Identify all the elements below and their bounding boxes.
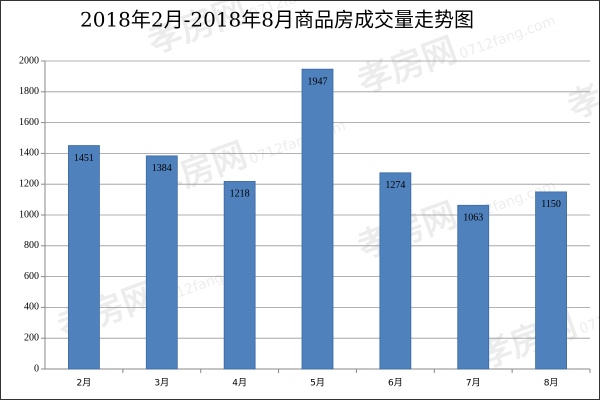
x-tick-label: 6月 (388, 378, 403, 389)
y-tick-label: 1600 (19, 117, 39, 128)
data-label: 1150 (541, 199, 561, 210)
y-tick-label: 800 (24, 240, 39, 251)
x-tick-label: 5月 (310, 378, 325, 389)
bar (145, 155, 178, 370)
data-label: 1947 (308, 76, 328, 87)
bar (301, 68, 334, 370)
data-label: 1274 (385, 180, 405, 191)
x-tick-label: 7月 (466, 378, 481, 389)
chart-title: 2018年2月-2018年8月商品房成交量走势图 (80, 8, 474, 32)
y-tick-label: 1400 (19, 148, 39, 159)
data-label: 1218 (230, 189, 250, 200)
data-label: 1063 (463, 213, 483, 224)
bar (68, 145, 100, 370)
x-tick-label: 2月 (77, 378, 92, 389)
x-tick-label: 8月 (544, 378, 559, 389)
y-tick-label: 2000 (19, 55, 39, 66)
bar (535, 191, 567, 370)
y-tick-label: 600 (24, 271, 39, 282)
bar (457, 204, 490, 370)
data-label: 1384 (152, 163, 172, 174)
y-tick-label: 400 (24, 302, 39, 313)
bar (223, 181, 256, 370)
y-tick-label: 200 (24, 332, 39, 343)
bar (379, 172, 412, 370)
data-label: 1451 (74, 153, 94, 164)
y-tick-label: 1800 (19, 86, 39, 97)
x-tick-label: 3月 (154, 378, 169, 389)
y-tick-label: 0 (34, 363, 39, 374)
y-tick-label: 1000 (19, 209, 39, 220)
y-tick-label: 1200 (19, 178, 39, 189)
x-tick-label: 4月 (232, 378, 247, 389)
